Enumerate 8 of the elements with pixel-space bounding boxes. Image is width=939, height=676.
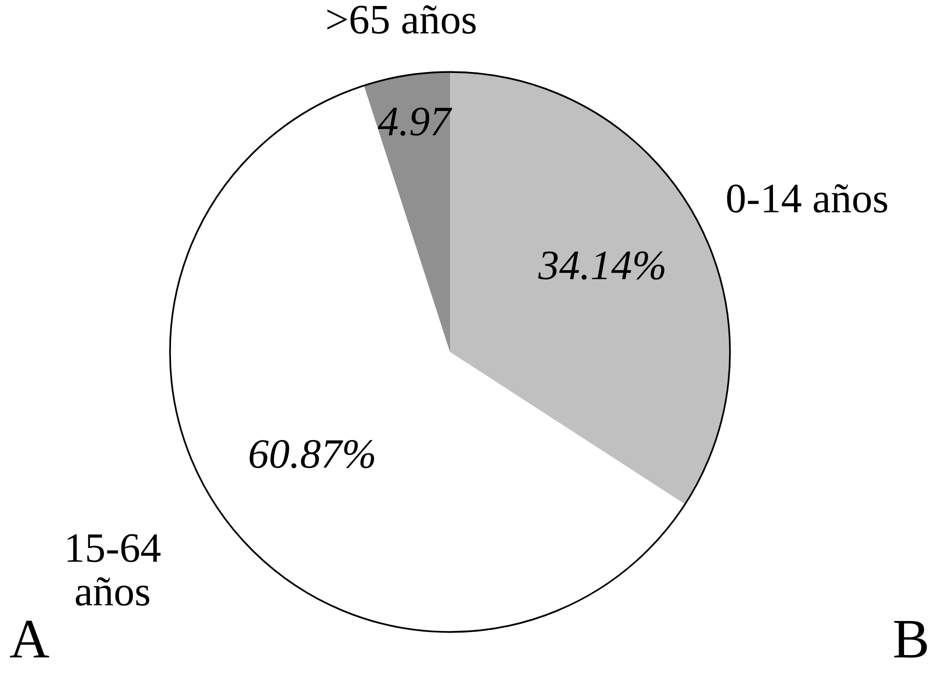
slice-label: 15-64 años xyxy=(68,534,161,606)
data-label: 34.14% xyxy=(538,251,664,280)
text: B xyxy=(894,621,927,658)
slice-label: >65 años xyxy=(327,5,476,34)
text: A xyxy=(10,620,50,658)
slice-label: 0-14 años xyxy=(727,184,888,213)
data-label: 4.97 xyxy=(378,108,452,136)
data-label: 60.87% xyxy=(250,440,374,468)
